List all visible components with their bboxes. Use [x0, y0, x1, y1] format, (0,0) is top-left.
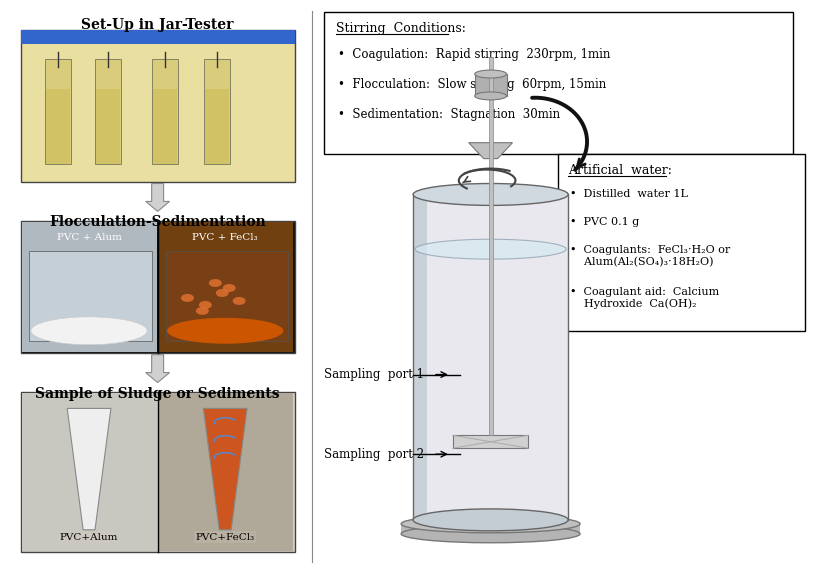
- Text: Artificial  water:: Artificial water:: [568, 164, 672, 176]
- Text: PVC+FeCl₃: PVC+FeCl₃: [196, 533, 255, 541]
- Ellipse shape: [216, 289, 229, 297]
- Bar: [488, 57, 492, 435]
- Text: PVC+Alum: PVC+Alum: [60, 533, 118, 541]
- Bar: [21, 30, 295, 182]
- Bar: [46, 89, 70, 164]
- Text: PVC + FeCl₃: PVC + FeCl₃: [192, 233, 258, 242]
- Ellipse shape: [233, 297, 246, 305]
- Bar: [453, 435, 529, 448]
- Bar: [159, 394, 293, 551]
- Text: •  Flocculation:  Slow stirring  60rpm, 15min: • Flocculation: Slow stirring 60rpm, 15m…: [338, 78, 606, 91]
- Bar: [450, 450, 459, 459]
- Text: •  Coagulant aid:  Calcium
    Hydroxide  Ca(OH)₂: • Coagulant aid: Calcium Hydroxide Ca(OH…: [570, 287, 719, 309]
- FancyArrow shape: [145, 183, 169, 211]
- Polygon shape: [469, 143, 512, 159]
- Bar: [95, 59, 121, 164]
- Bar: [165, 251, 288, 341]
- Ellipse shape: [31, 317, 147, 345]
- Bar: [324, 13, 792, 154]
- Bar: [21, 30, 295, 44]
- Ellipse shape: [401, 515, 580, 533]
- FancyArrow shape: [145, 355, 169, 383]
- Bar: [413, 194, 427, 520]
- Ellipse shape: [413, 183, 568, 205]
- Bar: [22, 222, 157, 352]
- Bar: [159, 222, 293, 352]
- Ellipse shape: [181, 294, 194, 302]
- Bar: [22, 394, 157, 551]
- Ellipse shape: [196, 307, 209, 315]
- Bar: [206, 89, 229, 164]
- Bar: [450, 371, 459, 379]
- Ellipse shape: [401, 525, 580, 543]
- Bar: [45, 59, 72, 164]
- Bar: [30, 251, 152, 341]
- Ellipse shape: [475, 92, 506, 100]
- Polygon shape: [203, 409, 247, 530]
- Text: PVC + Alum: PVC + Alum: [57, 233, 122, 242]
- Ellipse shape: [415, 240, 566, 259]
- Bar: [21, 393, 295, 552]
- Polygon shape: [67, 409, 111, 530]
- Text: Set-Up in Jar-Tester: Set-Up in Jar-Tester: [81, 18, 233, 32]
- Bar: [205, 59, 230, 164]
- Text: Flocculation-Sedimentation: Flocculation-Sedimentation: [49, 215, 266, 229]
- Bar: [475, 74, 506, 96]
- Text: Sampling  port 1: Sampling port 1: [324, 368, 423, 381]
- Bar: [153, 89, 177, 164]
- Text: Stirring  Conditions:: Stirring Conditions:: [335, 22, 465, 36]
- Text: •  Coagulants:  FeCl₃·H₂O or
    Alum(Al₂(SO₄)₃·18H₂O): • Coagulants: FeCl₃·H₂O or Alum(Al₂(SO₄)…: [570, 245, 731, 267]
- Ellipse shape: [413, 509, 568, 531]
- Text: •  Distilled  water 1L: • Distilled water 1L: [570, 190, 688, 199]
- Bar: [21, 221, 295, 352]
- Text: •  PVC 0.1 g: • PVC 0.1 g: [570, 217, 640, 227]
- Text: Sample of Sludge or Sediments: Sample of Sludge or Sediments: [35, 387, 280, 401]
- Text: Sampling  port 2: Sampling port 2: [324, 448, 423, 461]
- Ellipse shape: [223, 284, 236, 292]
- Text: •  Sedimentation:  Stagnation  30min: • Sedimentation: Stagnation 30min: [338, 108, 560, 121]
- Ellipse shape: [209, 279, 222, 287]
- Bar: [401, 524, 580, 534]
- Ellipse shape: [199, 301, 212, 309]
- Ellipse shape: [167, 318, 284, 344]
- Bar: [413, 194, 568, 520]
- Ellipse shape: [475, 70, 506, 78]
- Text: •  Coagulation:  Rapid stirring  230rpm, 1min: • Coagulation: Rapid stirring 230rpm, 1m…: [338, 48, 610, 61]
- Bar: [96, 89, 120, 164]
- Bar: [152, 59, 178, 164]
- Bar: [558, 154, 805, 331]
